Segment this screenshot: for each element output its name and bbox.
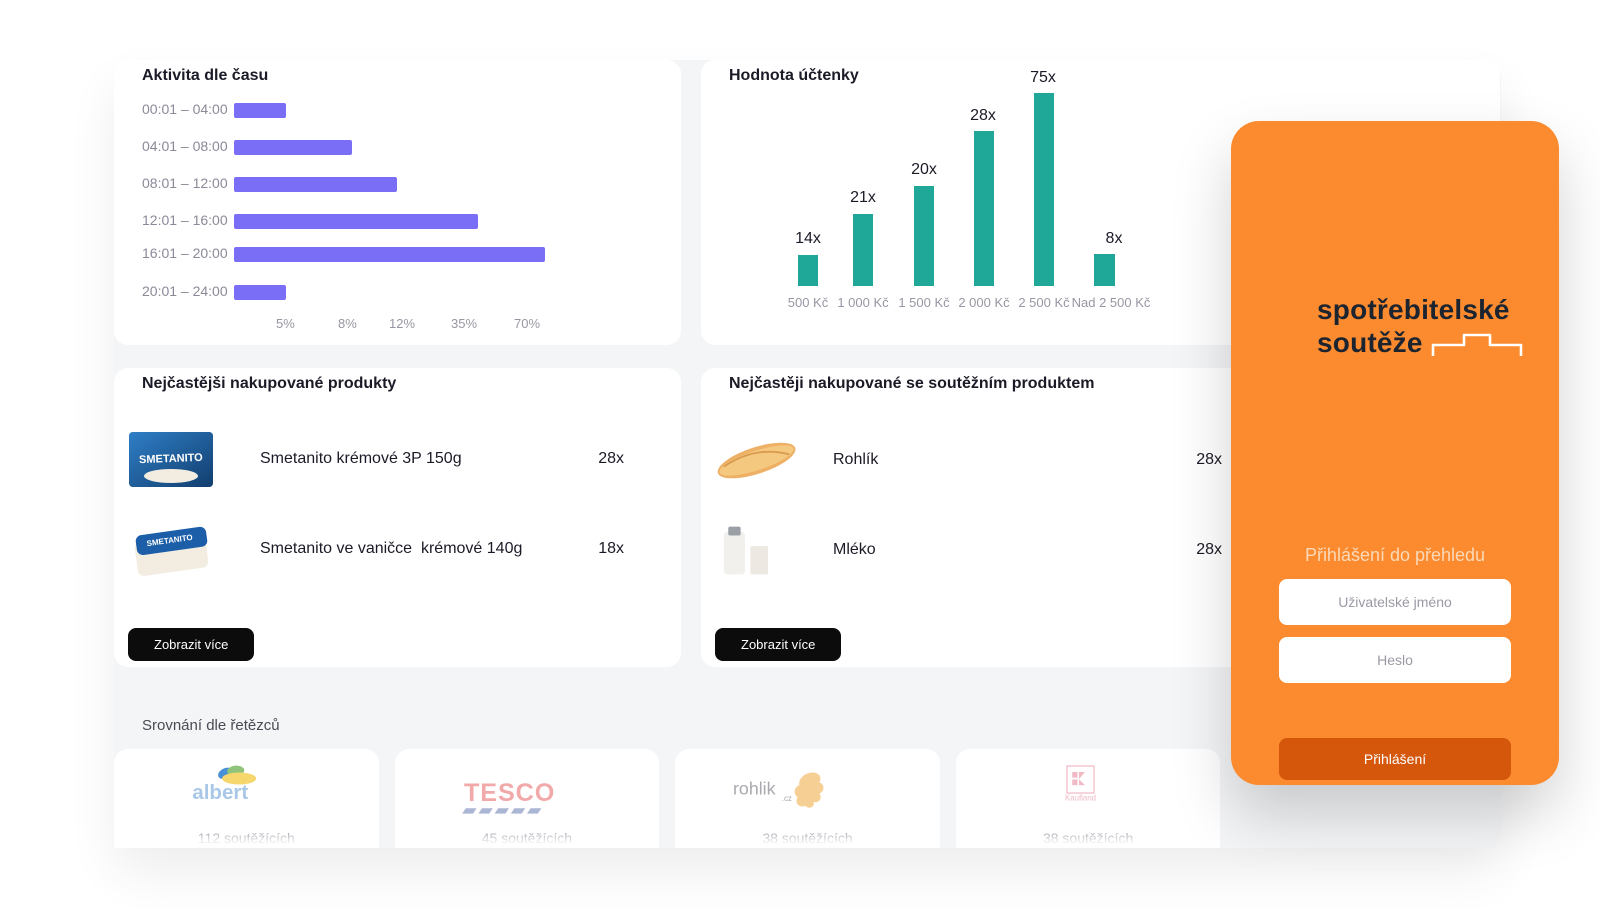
svg-text:rohlik: rohlik xyxy=(733,778,776,798)
svg-text:albert: albert xyxy=(192,781,248,804)
svg-text:.cz: .cz xyxy=(782,794,792,803)
svg-text:SMETANITO: SMETANITO xyxy=(139,452,204,466)
svg-text:TESCO: TESCO xyxy=(464,779,555,807)
svg-text:Kaufland: Kaufland xyxy=(1065,794,1096,803)
